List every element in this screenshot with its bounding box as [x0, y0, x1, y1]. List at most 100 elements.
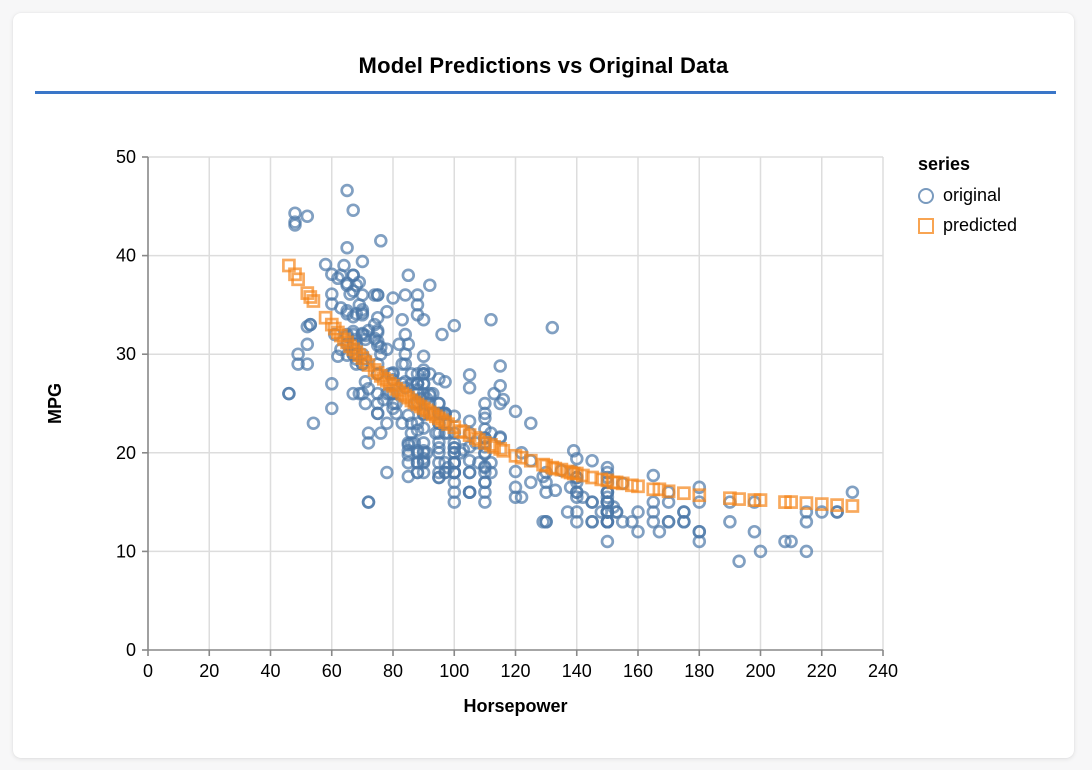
data-point-original	[784, 534, 798, 549]
data-point-original	[778, 534, 792, 549]
data-point-original	[401, 408, 416, 423]
legend-title: series	[918, 154, 971, 174]
data-point-original	[799, 515, 814, 529]
x-tick-label: 240	[868, 661, 898, 681]
data-point-original	[300, 319, 315, 334]
data-point-original	[401, 469, 416, 484]
data-point-original	[478, 475, 492, 490]
data-point-original	[374, 426, 388, 440]
x-axis-title: Horsepower	[463, 696, 567, 716]
data-point-original	[524, 416, 538, 430]
data-point-original	[300, 337, 315, 352]
data-point-original	[398, 357, 413, 371]
data-point-original	[508, 480, 523, 495]
data-point-original	[395, 312, 409, 327]
data-point-original	[318, 257, 333, 272]
data-point-original	[545, 320, 560, 335]
data-point-original	[346, 203, 360, 217]
data-point-original	[646, 468, 661, 483]
data-point-original	[815, 505, 829, 519]
data-point-original	[548, 483, 563, 498]
data-point-predicted	[723, 491, 737, 506]
data-point-original	[732, 554, 746, 569]
data-point-original	[570, 490, 584, 504]
data-point-original	[692, 480, 707, 495]
data-point-original	[514, 490, 529, 504]
x-tick-label: 220	[807, 661, 837, 681]
x-tick-label: 80	[383, 661, 403, 681]
data-point-original	[370, 323, 385, 338]
x-tick-label: 100	[439, 661, 469, 681]
data-point-original	[340, 304, 354, 318]
data-point-original	[361, 495, 376, 509]
data-point-original	[563, 480, 578, 495]
data-point-original	[484, 312, 498, 327]
data-point-original	[585, 515, 599, 529]
data-point-original	[661, 515, 676, 529]
data-point-original	[370, 310, 385, 325]
data-point-original	[386, 401, 400, 416]
data-point-original	[576, 490, 590, 504]
data-point-original	[398, 327, 413, 342]
data-point-original	[570, 505, 584, 519]
legend-item-original: original	[918, 185, 1017, 206]
data-point-original	[331, 271, 345, 286]
data-point-predicted	[291, 272, 305, 287]
x-tick-label: 0	[143, 661, 153, 681]
data-point-original	[398, 288, 413, 302]
data-point-original	[370, 406, 385, 421]
y-tick-label: 0	[126, 640, 136, 660]
x-tick-label: 60	[322, 661, 342, 681]
y-tick-label: 20	[116, 443, 136, 463]
data-point-original	[410, 423, 425, 437]
data-point-predicted	[652, 482, 667, 497]
data-point-original	[646, 515, 661, 529]
data-point-original	[615, 515, 630, 529]
data-point-original	[493, 379, 507, 393]
predicted-points	[282, 258, 860, 513]
data-point-original	[355, 254, 370, 269]
x-tick-label: 160	[623, 661, 653, 681]
data-point-predicted	[732, 492, 746, 506]
data-point-original	[374, 340, 388, 355]
chart-title: Model Predictions vs Original Data	[358, 53, 729, 78]
data-point-original	[340, 278, 354, 292]
data-point-original	[462, 453, 477, 468]
data-point-original	[386, 291, 400, 305]
legend-item-predicted: predicted	[918, 215, 1017, 236]
data-point-predicted	[303, 290, 318, 304]
y-tick-label: 40	[116, 246, 136, 266]
data-point-original	[677, 515, 691, 529]
data-point-predicted	[799, 496, 814, 510]
data-point-original	[380, 305, 394, 319]
data-point-original	[585, 453, 599, 468]
data-point-original	[594, 505, 609, 519]
data-point-original	[692, 534, 707, 549]
data-point-original	[478, 459, 492, 474]
data-point-original	[438, 375, 452, 389]
data-point-original	[432, 441, 446, 455]
data-point-predicted	[830, 498, 844, 512]
data-point-original	[282, 386, 296, 401]
data-point-original	[600, 534, 615, 549]
data-point-original	[416, 421, 431, 435]
data-point-original	[447, 318, 462, 333]
data-point-original	[606, 500, 621, 514]
data-point-original	[462, 368, 477, 382]
data-point-original	[416, 454, 431, 469]
data-point-original	[456, 443, 471, 457]
x-tick-label: 20	[199, 661, 219, 681]
data-point-original	[631, 524, 645, 539]
legend: series original predicted	[918, 154, 1017, 236]
data-point-predicted	[677, 486, 691, 501]
legend-item-original-label: original	[943, 185, 1002, 205]
data-point-original	[631, 505, 645, 519]
data-point-original	[845, 485, 860, 499]
data-point-original	[300, 357, 315, 371]
data-point-original	[340, 183, 354, 198]
data-point-original	[508, 464, 523, 479]
data-point-original	[799, 544, 814, 559]
data-point-predicted	[631, 479, 645, 494]
title-divider	[35, 91, 1056, 94]
data-point-predicted	[306, 294, 321, 308]
